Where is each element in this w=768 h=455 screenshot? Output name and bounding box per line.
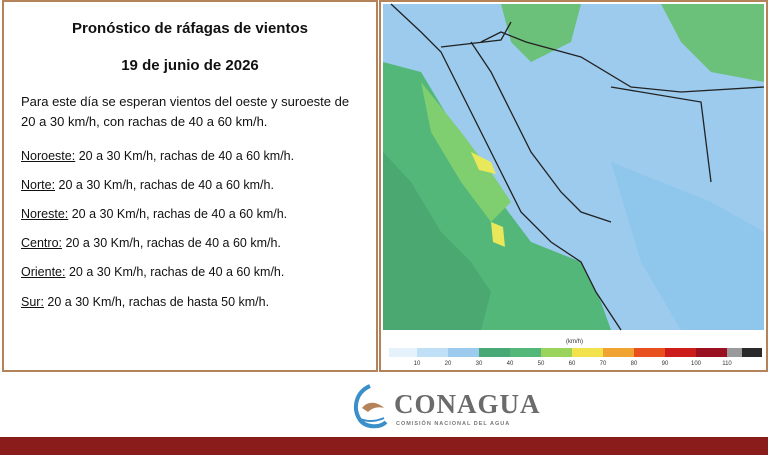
region-row: Centro: 20 a 30 Km/h, rachas de 40 a 60 … bbox=[21, 236, 281, 250]
legend-tick: 40 bbox=[507, 361, 514, 367]
region-text: 20 a 30 Km/h, rachas de 40 a 60 km/h. bbox=[65, 236, 281, 250]
region-row: Norte: 20 a 30 Km/h, rachas de 40 a 60 k… bbox=[21, 178, 274, 192]
logo-icon bbox=[353, 384, 388, 429]
title: Pronóstico de ráfagas de vientos bbox=[72, 20, 308, 37]
region-text: 20 a 30 Km/h, rachas de hasta 50 km/h. bbox=[47, 295, 270, 309]
logo-subtitle: COMISIÓN NACIONAL DEL AGUA bbox=[396, 421, 511, 427]
region-name: Sur: bbox=[21, 295, 44, 309]
map: (km/h) 10 20 30 40 50 60 70 80 90 100 110 bbox=[383, 3, 765, 367]
region-text: 20 a 30 Km/h, rachas de 40 a 60 km/h. bbox=[78, 149, 295, 163]
coastline bbox=[390, 3, 765, 331]
wind-zone bbox=[383, 152, 491, 330]
logo-name: CONAGUA bbox=[394, 389, 541, 419]
legend-tick: 80 bbox=[631, 361, 638, 367]
region-name: Noroeste: bbox=[21, 149, 76, 163]
region-text: 20 a 30 Km/h, rachas de 40 a 60 km/h. bbox=[68, 265, 285, 279]
region-name: Norte: bbox=[21, 178, 56, 192]
legend-tick: 100 bbox=[691, 361, 702, 367]
date: 19 de junio de 2026 bbox=[121, 57, 259, 74]
wind-zone bbox=[501, 4, 581, 62]
wind-zone bbox=[611, 162, 764, 330]
wind-zone bbox=[491, 222, 505, 247]
region-row: Sur: 20 a 30 Km/h, rachas de hasta 50 km… bbox=[21, 295, 269, 309]
legend-tick: 30 bbox=[476, 361, 483, 367]
region-row: Oriente: 20 a 30 Km/h, rachas de 40 a 60… bbox=[21, 265, 284, 279]
legend-unit: (km/h) bbox=[566, 339, 583, 345]
wind-zone bbox=[661, 4, 764, 82]
intro: Para este día se esperan vientos del oes… bbox=[21, 94, 350, 129]
legend-tick: 110 bbox=[722, 361, 732, 367]
legend-tick: 70 bbox=[600, 361, 607, 367]
wind-zone bbox=[421, 82, 511, 222]
text-panel: Pronóstico de ráfagas de vientos 19 de j… bbox=[2, 0, 378, 372]
legend-tick: 20 bbox=[445, 361, 452, 367]
region-name: Noreste: bbox=[21, 207, 69, 221]
region-name: Oriente: bbox=[21, 265, 66, 279]
legend-tick: 50 bbox=[538, 361, 545, 367]
region-name: Centro: bbox=[21, 236, 62, 250]
region-text: 20 a 30 Km/h, rachas de 40 a 60 km/h. bbox=[71, 207, 288, 221]
legend-tick: 10 bbox=[414, 361, 421, 367]
region-row: Noreste: 20 a 30 Km/h, rachas de 40 a 60… bbox=[21, 207, 287, 221]
region-text: 20 a 30 Km/h, rachas de 40 a 60 km/h. bbox=[58, 178, 274, 192]
wind-zone bbox=[471, 152, 496, 174]
color-scale bbox=[389, 348, 762, 357]
footer-bar bbox=[0, 437, 768, 455]
map-panel: (km/h) 10 20 30 40 50 60 70 80 90 100 110 bbox=[379, 0, 768, 372]
legend-tick: 90 bbox=[662, 361, 669, 367]
region-row: Noroeste: 20 a 30 Km/h, rachas de 40 a 6… bbox=[21, 149, 294, 163]
legend-tick: 60 bbox=[569, 361, 576, 367]
